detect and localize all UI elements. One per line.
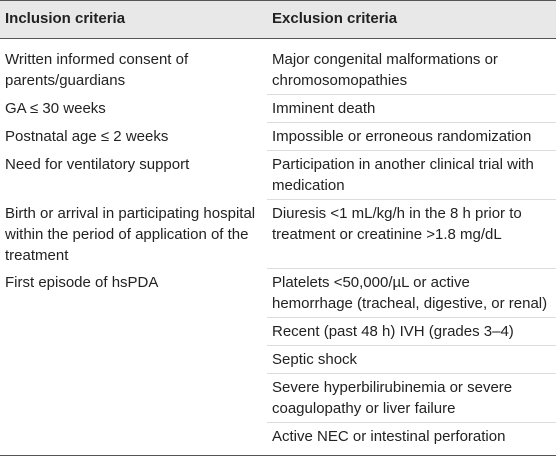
header-cell: Exclusion criteria — [267, 0, 556, 39]
inclusion-cell — [0, 346, 267, 374]
exclusion-cell: Participation in another clinical trial … — [267, 150, 556, 200]
header-row: Inclusion criteria Exclusion criteria — [0, 0, 556, 39]
table-row: Postnatal age ≤ 2 weeks Impossible or err… — [0, 122, 556, 151]
inclusion-cell: First episode of hsPDA — [5, 273, 159, 291]
exclusion-cell: Recent (past 48 h) IVH (grades 3–4) — [267, 317, 556, 346]
exclusion-cell: Septic shock — [267, 345, 556, 374]
table-row: Active NEC or intestinal perforation — [0, 423, 556, 456]
table-row: Recent (past 48 h) IVH (grades 3–4) — [0, 317, 556, 346]
inclusion-cell — [0, 318, 267, 346]
exclusion-cell: Imminent death — [267, 94, 556, 123]
table-header: Inclusion criteria Exclusion criteria — [0, 0, 556, 39]
inclusion-cell — [0, 374, 267, 423]
inclusion-cell: GA ≤ 30 weeks — [5, 99, 106, 117]
table-row: Need for ventilatory support Participatio… — [0, 150, 556, 200]
inclusion-cell — [0, 423, 267, 456]
table-row: Birth or arrival in participating hospit… — [0, 199, 556, 269]
exclusion-cell: Diuresis <1 mL/kg/h in the 8 h prior to … — [267, 199, 556, 269]
exclusion-cell: Impossible or erroneous randomization — [267, 122, 556, 151]
inclusion-cell: Postnatal age ≤ 2 weeks — [5, 127, 169, 145]
exclusion-cell: Platelets <50,000/µL or active hemorrhag… — [267, 268, 556, 318]
exclusion-cell: Major congenital malformations or chromo… — [267, 38, 556, 95]
inclusion-cell: Birth or arrival in participating hospit… — [5, 204, 256, 264]
header-cell: Inclusion criteria — [0, 0, 267, 39]
table-row: GA ≤ 30 weeks Imminent death — [0, 94, 556, 123]
table-row: Severe hyperbilirubinemia or severe coag… — [0, 373, 556, 423]
table-row: Written informed consent of parents/guar… — [0, 38, 556, 95]
inclusion-cell: Written informed consent of parents/guar… — [5, 51, 189, 89]
table-row: Septic shock — [0, 345, 556, 374]
inclusion-cell: Need for ventilatory support — [5, 155, 190, 173]
exclusion-cell: Active NEC or intestinal perforation — [272, 428, 506, 445]
table-row: First episode of hsPDA Platelets <50,000/… — [0, 268, 556, 318]
table-body: Written informed consent of parents/guar… — [0, 38, 556, 456]
exclusion-cell: Severe hyperbilirubinemia or severe coag… — [267, 373, 556, 423]
